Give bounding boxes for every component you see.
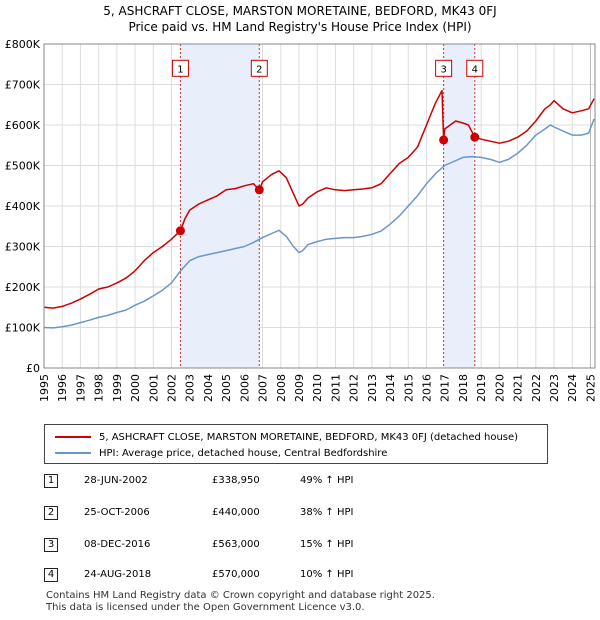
x-tick-label: 2015 [402, 374, 415, 402]
y-tick-label: £400K [5, 200, 41, 213]
table-row: 2 25-OCT-2006 £440,000 38% ↑ HPI [0, 504, 600, 524]
property-series-line [43, 89, 595, 309]
y-tick-label: £700K [5, 79, 41, 92]
x-tick-label: 1999 [111, 374, 124, 402]
transaction-price: £440,000 [212, 507, 260, 518]
price-chart: 1 2 3 4 £0 £100K £200K £300K £400K £500K £600K £70… [5, 38, 598, 402]
x-tick-label: 2024 [566, 374, 579, 402]
sale-number-label: 4 [472, 64, 478, 75]
x-tick-label: 1995 [38, 374, 51, 402]
x-tick-label: 2022 [530, 374, 543, 402]
sale-number-label: 1 [177, 64, 183, 75]
x-tick-label: 2008 [275, 374, 288, 402]
sale-point [470, 132, 480, 142]
x-tick-label: 2006 [238, 374, 251, 402]
x-tick-label: 2020 [493, 374, 506, 402]
chart-title-line2: Price paid vs. HM Land Registry's House … [128, 20, 472, 34]
transaction-number: 1 [44, 474, 58, 488]
footer-licence: This data is licensed under the Open Gov… [46, 602, 365, 613]
x-tick-label: 2003 [184, 374, 197, 402]
x-tick-label: 2011 [329, 374, 342, 402]
x-tick-label: 2013 [366, 374, 379, 402]
transaction-hpi: 49% ↑ HPI [300, 475, 354, 486]
chart-title-line1: 5, ASHCRAFT CLOSE, MARSTON MORETAINE, BE… [103, 4, 497, 18]
x-tick-label: 2001 [147, 374, 160, 402]
x-tick-label: 1998 [93, 374, 106, 402]
legend-property: 5, ASHCRAFT CLOSE, MARSTON MORETAINE, BE… [55, 430, 518, 444]
transaction-price: £570,000 [212, 569, 260, 580]
y-tick-label: £600K [5, 119, 41, 132]
x-tick-label: 2000 [129, 374, 142, 402]
transaction-price: £563,000 [212, 539, 260, 550]
sale-point [254, 185, 264, 195]
transaction-hpi: 10% ↑ HPI [300, 569, 354, 580]
transaction-hpi: 38% ↑ HPI [300, 507, 354, 518]
x-tick-label: 2004 [202, 374, 215, 402]
transaction-number: 4 [44, 568, 58, 582]
legend-property-label: 5, ASHCRAFT CLOSE, MARSTON MORETAINE, BE… [99, 431, 519, 443]
sale-point [439, 135, 449, 145]
x-tick-label: 2005 [220, 374, 233, 402]
y-tick-label: £800K [5, 38, 41, 51]
x-tick-label: 2007 [257, 374, 270, 402]
y-tick-label: £300K [5, 241, 41, 254]
transaction-number: 2 [44, 506, 58, 520]
y-tick-label: £100K [5, 322, 41, 335]
transaction-number: 3 [44, 538, 58, 552]
legend-hpi: HPI: Average price, detached house, Cent… [55, 446, 387, 460]
x-tick-label: 2025 [584, 374, 597, 402]
x-tick-label: 2019 [475, 374, 488, 402]
x-tick-label: 2014 [384, 374, 397, 402]
x-tick-label: 1997 [74, 374, 87, 402]
table-row: 4 24-AUG-2018 £570,000 10% ↑ HPI [0, 566, 600, 586]
highlight-band-3-4 [443, 44, 475, 368]
plot-frame [43, 43, 596, 369]
legend-hpi-swatch [55, 452, 91, 454]
y-tick-label: £200K [5, 281, 41, 294]
sale-point [175, 226, 185, 236]
transaction-date: 25-OCT-2006 [84, 507, 150, 518]
sale-number-box [250, 59, 268, 77]
table-row: 3 08-DEC-2016 £563,000 15% ↑ HPI [0, 536, 600, 556]
table-row: 1 28-JUN-2002 £338,950 49% ↑ HPI [0, 472, 600, 492]
legend-property-swatch [55, 436, 91, 438]
hpi-series-line [43, 118, 595, 329]
transaction-date: 28-JUN-2002 [84, 475, 148, 486]
x-tick-label: 2016 [421, 374, 434, 402]
sale-number-label: 3 [440, 64, 446, 75]
y-tick-label: £500K [5, 160, 41, 173]
legend-hpi-label: HPI: Average price, detached house, Cent… [99, 447, 388, 459]
footer-copyright: Contains HM Land Registry data © Crown c… [46, 590, 435, 601]
x-tick-label: 2009 [293, 374, 306, 402]
x-tick-label: 2018 [457, 374, 470, 402]
sale-number-label: 2 [256, 64, 262, 75]
chart-legend: 5, ASHCRAFT CLOSE, MARSTON MORETAINE, BE… [44, 424, 548, 464]
transaction-price: £338,950 [212, 475, 260, 486]
sale-number-box [171, 59, 189, 77]
x-tick-label: 2023 [548, 374, 561, 402]
x-tick-label: 2012 [348, 374, 361, 402]
transaction-date: 08-DEC-2016 [84, 539, 151, 550]
y-tick-label: £0 [26, 362, 40, 375]
x-tick-label: 1996 [56, 374, 69, 402]
transaction-hpi: 15% ↑ HPI [300, 539, 354, 550]
x-tick-label: 2017 [439, 374, 452, 402]
x-tick-label: 2002 [166, 374, 179, 402]
transaction-date: 24-AUG-2018 [84, 569, 152, 580]
sale-number-box [435, 59, 453, 77]
x-tick-label: 2010 [311, 374, 324, 402]
sale-number-box [466, 59, 484, 77]
x-tick-label: 2021 [512, 374, 525, 402]
highlight-band-1-2 [180, 44, 260, 368]
